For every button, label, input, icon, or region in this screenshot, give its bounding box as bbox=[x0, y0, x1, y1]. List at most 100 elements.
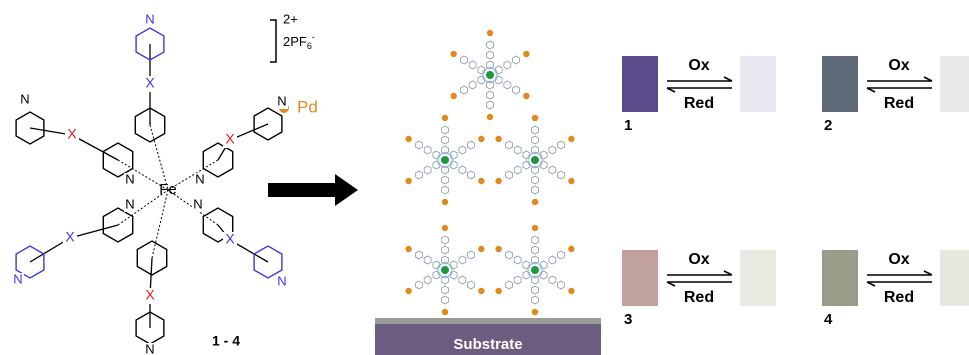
pd-site bbox=[405, 288, 411, 294]
pd-site bbox=[442, 199, 448, 205]
compound-id: 4 bbox=[824, 311, 833, 328]
network-ring bbox=[416, 281, 423, 289]
network-ring bbox=[450, 271, 457, 279]
network-ring bbox=[442, 126, 449, 134]
pd-site bbox=[478, 246, 484, 252]
network-ring bbox=[558, 171, 565, 179]
reverse-arrow bbox=[867, 282, 932, 286]
forward-arrow bbox=[667, 271, 732, 275]
linker-label: X bbox=[67, 126, 77, 142]
pd-site bbox=[532, 225, 538, 231]
pd-site bbox=[495, 136, 501, 142]
bracket bbox=[270, 20, 276, 62]
network-ring bbox=[514, 166, 521, 174]
nitrogen-label: N bbox=[125, 171, 134, 186]
network-ring bbox=[433, 151, 440, 159]
pd-site bbox=[568, 288, 574, 294]
network-ring bbox=[532, 296, 539, 304]
network-ring bbox=[540, 261, 547, 269]
reverse-arrow bbox=[667, 88, 732, 92]
network-ring bbox=[442, 146, 449, 154]
network-ring bbox=[442, 286, 449, 294]
linker-label: X bbox=[225, 131, 235, 147]
nitrogen-label: N bbox=[20, 91, 29, 106]
network-ring bbox=[487, 41, 494, 49]
network-ring bbox=[532, 246, 539, 254]
network-ring bbox=[442, 256, 449, 264]
pd-site bbox=[478, 178, 484, 184]
nitrogen-label: N bbox=[277, 273, 286, 288]
nitrogen-label: N bbox=[145, 11, 154, 26]
network-ring bbox=[487, 81, 494, 89]
pd-site bbox=[487, 30, 493, 36]
nitrogen-label: N bbox=[13, 271, 22, 286]
pd-site bbox=[442, 225, 448, 231]
reverse-label: Red bbox=[884, 95, 914, 112]
nitrogen-label: N bbox=[125, 196, 134, 211]
compound-id: 3 bbox=[624, 311, 632, 328]
network-ring bbox=[433, 271, 440, 279]
pd-site bbox=[478, 288, 484, 294]
reverse-label: Red bbox=[684, 95, 714, 112]
fe-center bbox=[531, 266, 539, 274]
network-ring bbox=[532, 146, 539, 154]
reduced-swatch bbox=[822, 56, 858, 112]
network-ring bbox=[487, 61, 494, 69]
network-ring bbox=[514, 146, 521, 154]
network-ring bbox=[468, 251, 475, 259]
network-ring bbox=[532, 236, 539, 244]
forward-arrow bbox=[667, 77, 732, 81]
network-ring bbox=[461, 56, 468, 64]
reduced-swatch bbox=[622, 250, 658, 306]
forward-label: Ox bbox=[688, 251, 709, 268]
forward-label: Ox bbox=[688, 57, 709, 74]
pd-site bbox=[532, 199, 538, 205]
counterion-main: 2PF bbox=[283, 34, 307, 49]
network-ring bbox=[495, 76, 502, 84]
network-ring bbox=[532, 256, 539, 264]
network-ring bbox=[540, 161, 547, 169]
network-ring bbox=[433, 261, 440, 269]
network-ring bbox=[558, 141, 565, 149]
pd-site bbox=[487, 114, 493, 120]
network-ring bbox=[504, 81, 511, 89]
counterion: 2PF6- bbox=[283, 32, 315, 51]
pd-site bbox=[442, 309, 448, 315]
reagent: Pd bbox=[297, 97, 318, 116]
network-ring bbox=[513, 86, 520, 94]
network-ring bbox=[514, 256, 521, 264]
fe-center bbox=[441, 266, 449, 274]
network-ring bbox=[459, 276, 466, 284]
reverse-arrow bbox=[867, 88, 932, 92]
pd-site bbox=[442, 115, 448, 121]
network-ring bbox=[514, 276, 521, 284]
coordination bbox=[168, 160, 218, 190]
network-ring bbox=[506, 171, 513, 179]
network-ring bbox=[468, 141, 475, 149]
network-ring bbox=[532, 166, 539, 174]
reverse-arrow bbox=[667, 282, 732, 286]
network-ring bbox=[523, 271, 530, 279]
network-ring bbox=[549, 166, 556, 174]
counterion-sub: 6 bbox=[307, 41, 312, 51]
network-ring bbox=[433, 161, 440, 169]
network-ring bbox=[416, 141, 423, 149]
pd-site bbox=[405, 136, 411, 142]
network-ring bbox=[468, 281, 475, 289]
network-ring bbox=[442, 296, 449, 304]
network-ring bbox=[549, 276, 556, 284]
oxidized-swatch bbox=[940, 56, 969, 112]
network-ring bbox=[469, 81, 476, 89]
substrate-label: Substrate bbox=[453, 336, 522, 353]
nitrogen-label: N bbox=[195, 171, 204, 186]
network-ring bbox=[424, 256, 431, 264]
reverse-label: Red bbox=[884, 289, 914, 306]
network-ring bbox=[478, 76, 485, 84]
network-ring bbox=[450, 161, 457, 169]
network-ring bbox=[532, 286, 539, 294]
network-ring bbox=[459, 256, 466, 264]
network-ring bbox=[549, 256, 556, 264]
linker-label: X bbox=[145, 75, 155, 91]
network-ring bbox=[442, 236, 449, 244]
forward-label: Ox bbox=[888, 57, 909, 74]
